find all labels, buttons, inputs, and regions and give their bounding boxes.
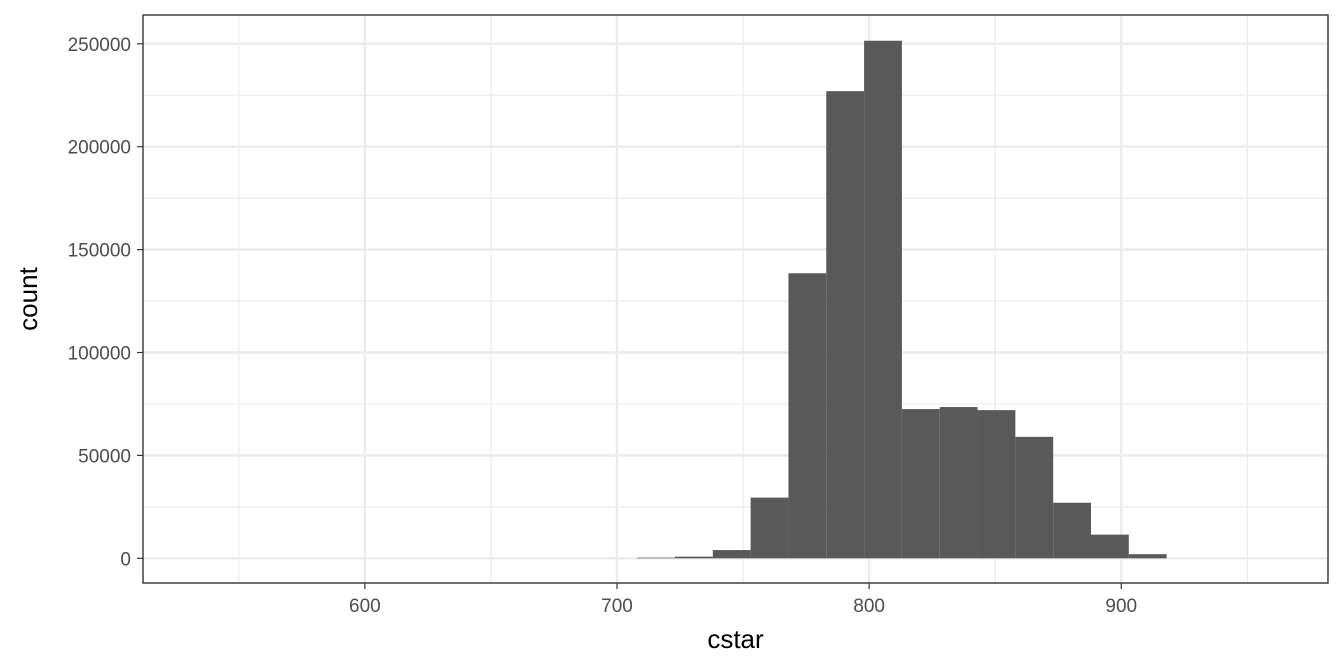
histogram-bar [1128,554,1167,559]
axes: 600 700 800 900 0 50000 100000 150000 200000 2500… [68,35,1138,617]
histogram-bar [712,550,751,559]
histogram-bar [1053,502,1091,559]
panel-border [142,14,1329,584]
histogram-bar [864,40,902,559]
y-tick-label: 0 [120,549,131,570]
y-tick-label: 100000 [68,344,131,365]
histogram-bar [788,273,827,559]
histogram-bar [674,556,713,559]
grid-lines [143,15,1328,583]
histogram-bar [1015,436,1054,559]
y-tick-label: 150000 [68,241,131,262]
x-tick-label: 700 [601,596,633,617]
histogram-bar [826,91,865,559]
histogram-bar [977,410,1016,559]
x-axis-title: cstar [707,624,764,654]
y-tick-label: 50000 [78,446,131,467]
histogram-bar [637,557,675,559]
y-tick-label: 200000 [68,138,131,159]
histogram-bars [637,40,1167,559]
y-axis-title: count [13,266,43,330]
x-tick-label: 900 [1105,596,1137,617]
histogram-bar [750,497,789,559]
histogram-bar [939,407,978,559]
y-tick-label: 250000 [68,35,131,56]
histogram-bar [1091,534,1129,559]
histogram-bar [901,409,940,559]
x-tick-label: 600 [349,596,381,617]
x-tick-label: 800 [853,596,885,617]
